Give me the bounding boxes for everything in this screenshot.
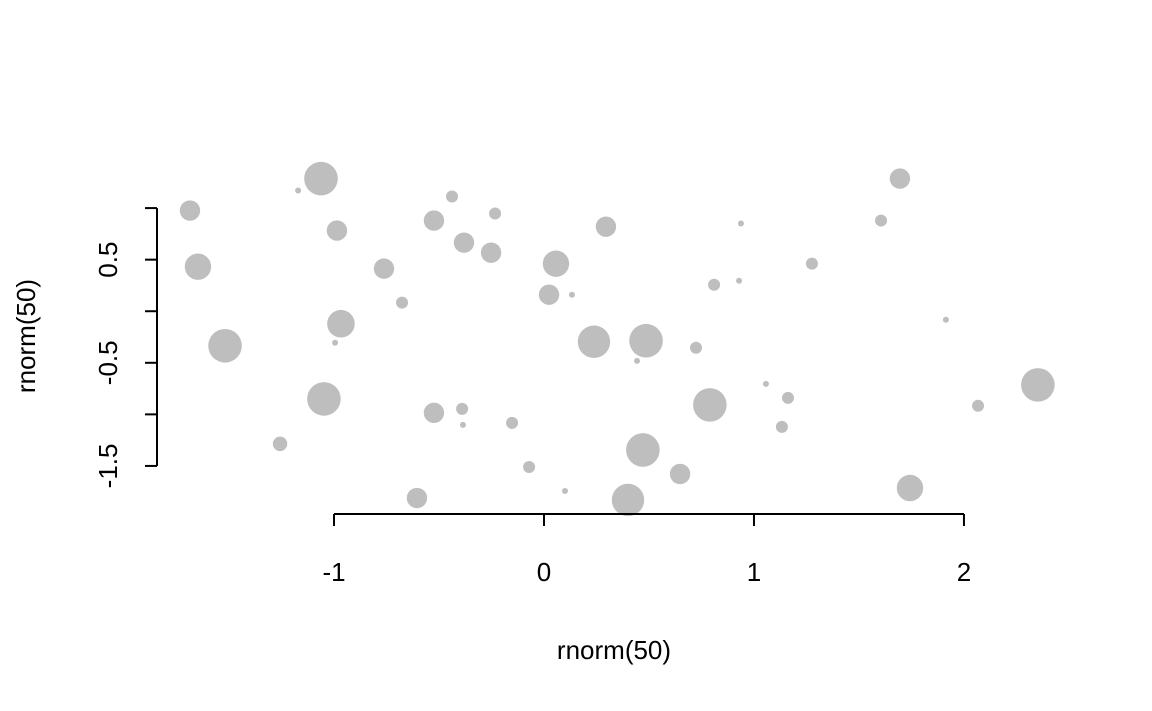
bubble — [595, 216, 617, 237]
bubble — [577, 325, 611, 358]
bubble — [184, 253, 212, 280]
bubble — [538, 284, 560, 305]
bubble — [456, 402, 469, 415]
bubble — [373, 258, 395, 279]
y-tick-label: -0.5 — [93, 340, 123, 385]
bubble — [307, 382, 341, 416]
bubble — [542, 250, 570, 277]
bubble — [523, 460, 536, 473]
x-tick-label: 2 — [957, 557, 971, 587]
y-tick-label: -1.5 — [93, 444, 123, 489]
bubble — [781, 391, 794, 404]
bubble — [1021, 368, 1055, 402]
bubble — [737, 220, 744, 227]
bubble — [208, 328, 242, 363]
y-axis-label: rnorm(50) — [11, 279, 41, 393]
bubble — [423, 210, 445, 231]
x-axis-label: rnorm(50) — [557, 635, 671, 665]
bubble — [272, 436, 288, 452]
bubble — [446, 190, 459, 203]
bubble — [332, 339, 339, 346]
bubble — [459, 421, 466, 428]
bubble — [775, 420, 788, 433]
bubble — [889, 168, 911, 189]
bubble — [762, 380, 769, 387]
bubble — [626, 433, 660, 467]
bubble — [611, 483, 645, 517]
bubble — [805, 257, 818, 270]
x-tick-label: 1 — [747, 557, 761, 587]
bubble — [896, 474, 924, 502]
bubble — [396, 296, 409, 309]
bubble — [327, 309, 355, 338]
bubble — [693, 388, 727, 422]
y-tick-label: 0.5 — [93, 242, 123, 278]
x-tick-label: -1 — [322, 557, 345, 587]
bubble — [480, 242, 502, 263]
bubble — [406, 487, 428, 509]
bubble — [708, 278, 721, 291]
x-tick-label: 0 — [537, 557, 551, 587]
bubble — [669, 463, 691, 485]
bubble — [506, 416, 519, 429]
bubble — [423, 402, 445, 424]
bubble — [629, 323, 663, 358]
bubble — [972, 399, 985, 412]
bubble — [304, 161, 338, 196]
bubble — [295, 187, 302, 194]
bubble — [736, 277, 743, 284]
bubble — [453, 232, 475, 253]
bubble — [942, 316, 949, 323]
bubble — [568, 291, 575, 298]
bubble — [179, 200, 201, 221]
bubble — [875, 214, 888, 227]
bubble — [489, 207, 502, 220]
bubble — [561, 487, 568, 494]
bubble — [326, 220, 348, 241]
bubble — [634, 357, 641, 364]
bubble — [690, 341, 703, 354]
